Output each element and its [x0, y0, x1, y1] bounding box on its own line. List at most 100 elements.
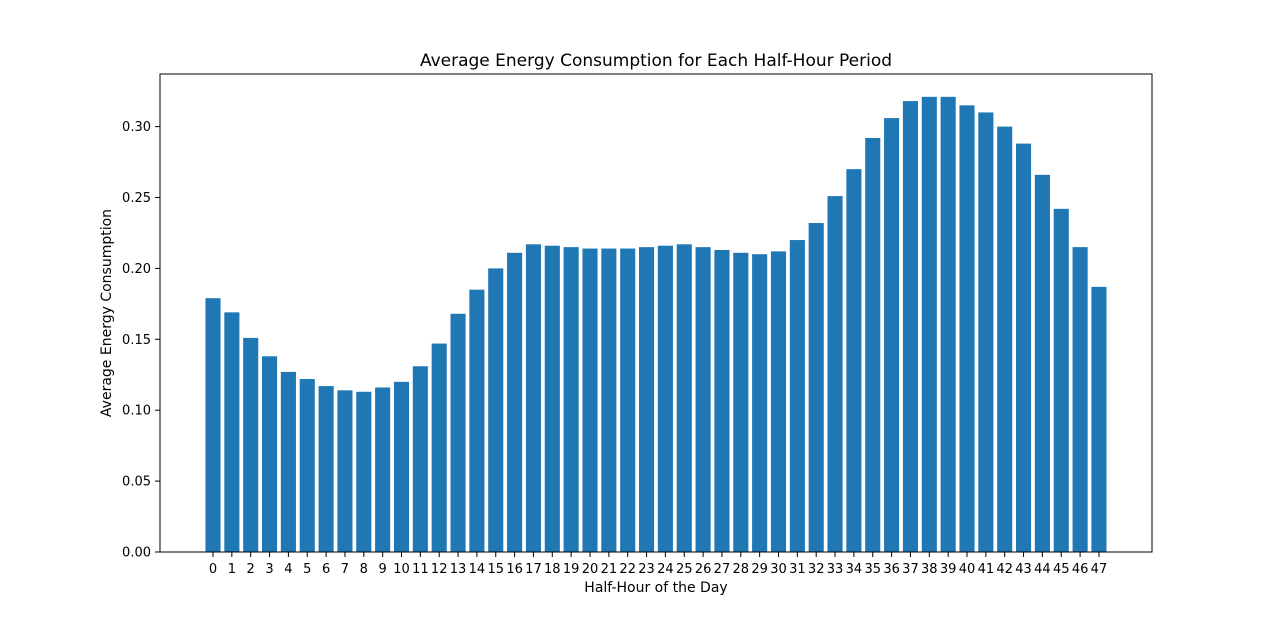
bar-36: [884, 118, 900, 552]
x-tick-label: 30: [770, 562, 787, 577]
bar-35: [865, 137, 881, 552]
bar-33: [827, 196, 843, 552]
bar-31: [789, 240, 805, 553]
bar-29: [752, 254, 768, 552]
x-tick-label: 46: [1072, 562, 1089, 577]
x-tick-label: 14: [469, 562, 486, 577]
x-tick-label: 25: [676, 562, 693, 577]
y-axis-ticks: 0.00 0.05 0.10 0.15 0.20 0.25 0.30: [122, 120, 160, 561]
x-tick-label: 42: [996, 562, 1013, 577]
y-tick-label: 0.15: [122, 333, 151, 348]
x-tick-label: 11: [412, 562, 429, 577]
x-tick-label: 36: [883, 562, 900, 577]
bar-45: [1053, 208, 1069, 552]
x-tick-label: 23: [638, 562, 655, 577]
bar-1: [224, 312, 240, 552]
bar-16: [507, 252, 523, 552]
x-tick-label: 31: [789, 562, 806, 577]
bar-28: [733, 252, 749, 552]
y-tick-label: 0.20: [122, 262, 151, 277]
x-tick-label: 13: [450, 562, 467, 577]
bar-13: [450, 313, 466, 552]
x-tick-label: 24: [657, 562, 674, 577]
bar-9: [375, 387, 391, 552]
bar-43: [1016, 143, 1032, 552]
x-tick-label: 21: [601, 562, 618, 577]
y-tick-label: 0.25: [122, 191, 151, 206]
bar-41: [978, 112, 994, 553]
x-tick-label: 41: [978, 562, 995, 577]
chart-title: Average Energy Consumption for Each Half…: [420, 51, 892, 71]
x-tick-label: 20: [582, 562, 599, 577]
x-tick-label: 16: [506, 562, 523, 577]
bar-24: [657, 245, 673, 552]
x-tick-label: 5: [303, 562, 311, 577]
x-tick-label: 18: [544, 562, 561, 577]
bars-layer: [205, 96, 1107, 553]
x-tick-label: 1: [228, 562, 236, 577]
bar-6: [318, 386, 334, 552]
x-tick-label: 3: [265, 562, 273, 577]
x-tick-label: 26: [695, 562, 712, 577]
bar-44: [1034, 174, 1050, 552]
x-tick-label: 7: [341, 562, 349, 577]
bar-12: [431, 343, 447, 552]
x-tick-label: 43: [1015, 562, 1032, 577]
x-tick-label: 9: [379, 562, 387, 577]
x-tick-label: 40: [959, 562, 976, 577]
x-tick-label: 39: [940, 562, 957, 577]
bar-27: [714, 249, 730, 552]
bar-30: [770, 251, 787, 552]
bar-15: [488, 268, 504, 552]
x-tick-label: 12: [431, 562, 448, 577]
x-tick-label: 17: [525, 562, 542, 577]
bar-22: [620, 248, 636, 553]
y-tick-label: 0.30: [122, 120, 151, 135]
x-axis-ticks: 0 1 2 3 4 5 6 7 8 9 10 11 12 13 14 15 16 17 18 19 20 21 22 23 24…: [209, 552, 1107, 577]
plot-frame: [159, 73, 1153, 553]
x-tick-label: 8: [360, 562, 368, 577]
y-tick-label: 0.10: [122, 404, 151, 419]
bar-18: [544, 245, 560, 552]
bar-42: [997, 126, 1013, 553]
x-tick-label: 37: [902, 562, 919, 577]
bar-2: [243, 337, 259, 552]
bar-40: [959, 105, 975, 552]
y-axis-label: Average Energy Consumption: [99, 209, 115, 417]
x-tick-label: 45: [1053, 562, 1070, 577]
x-tick-label: 22: [619, 562, 636, 577]
x-tick-label: 34: [846, 562, 863, 577]
bar-21: [601, 248, 617, 553]
x-axis-label: Half-Hour of the Day: [584, 580, 727, 596]
bar-26: [695, 247, 711, 552]
x-tick-label: 15: [487, 562, 504, 577]
bar-32: [808, 223, 824, 552]
x-tick-label: 19: [563, 562, 580, 577]
bar-38: [921, 96, 937, 552]
bar-46: [1072, 247, 1088, 552]
bar-11: [412, 366, 428, 552]
bar-19: [563, 247, 579, 552]
bar-0: [205, 298, 221, 552]
x-tick-label: 29: [751, 562, 768, 577]
bar-47: [1091, 286, 1107, 552]
bar-7: [337, 390, 353, 552]
y-tick-label: 0.00: [122, 546, 151, 561]
bar-3: [262, 356, 278, 552]
x-tick-label: 27: [714, 562, 731, 577]
x-tick-label: 38: [921, 562, 938, 577]
x-tick-label: 2: [247, 562, 255, 577]
x-tick-label: 6: [322, 562, 330, 577]
bar-25: [676, 244, 692, 553]
bar-23: [639, 247, 655, 552]
x-tick-label: 32: [808, 562, 825, 577]
x-tick-label: 47: [1091, 562, 1108, 577]
x-tick-label: 44: [1034, 562, 1051, 577]
x-tick-label: 35: [864, 562, 881, 577]
bar-4: [280, 371, 296, 552]
x-tick-label: 28: [733, 562, 750, 577]
x-tick-label: 0: [209, 562, 217, 577]
x-tick-label: 4: [284, 562, 292, 577]
